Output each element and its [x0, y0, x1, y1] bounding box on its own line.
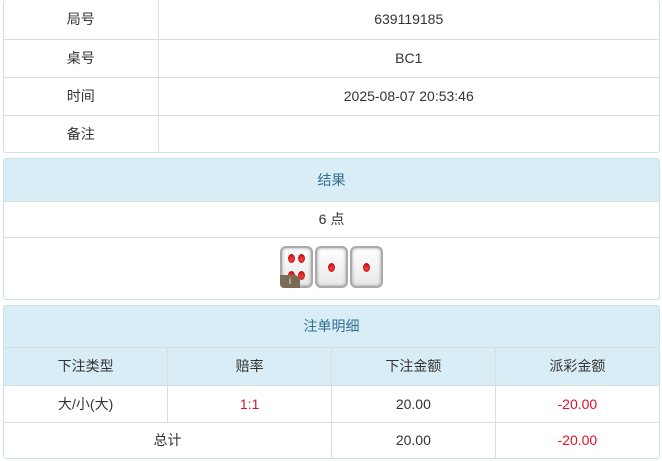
- round-info-panel: 局号 639119185 桌号 BC1 时间 2025-08-07 20:53:46 …: [3, 0, 660, 153]
- odds: 1:1: [167, 384, 332, 423]
- column-header-row: 下注类型 赔率 下注金额 派彩金额: [4, 346, 659, 386]
- info-row-table: 桌号 BC1: [4, 38, 659, 78]
- info-row-time: 时间 2025-08-07 20:53:46: [4, 76, 659, 116]
- total-label: 总计: [4, 421, 332, 458]
- info-row-round: 局号 639119185: [4, 0, 659, 40]
- result-panel: 结果 6 点 i: [3, 158, 660, 300]
- info-label: 时间: [4, 76, 159, 116]
- info-label: 局号: [4, 0, 159, 40]
- col-odds: 赔率: [167, 346, 332, 386]
- result-points: 6 点: [4, 200, 659, 238]
- table-row: 大/小(大) 1:1 20.00 -20.00: [4, 384, 659, 423]
- dice-cell: i: [4, 236, 659, 299]
- col-payout: 派彩金额: [494, 346, 659, 386]
- bet-amount: 20.00: [331, 384, 496, 423]
- dice-group: i: [280, 245, 383, 288]
- total-row: 总计 20.00 -20.00: [4, 421, 659, 458]
- bet-type: 大/小(大): [4, 384, 169, 423]
- die-one: [315, 245, 348, 288]
- info-value: [157, 114, 659, 152]
- info-value: 639119185: [157, 0, 659, 40]
- info-label: 备注: [4, 114, 159, 152]
- col-bet-type: 下注类型: [4, 346, 169, 386]
- total-amount: 20.00: [331, 421, 496, 458]
- info-value: 2025-08-07 20:53:46: [157, 76, 659, 116]
- total-payout: -20.00: [494, 421, 659, 458]
- die-one: [350, 245, 383, 288]
- col-bet-amount: 下注金额: [331, 346, 496, 386]
- info-value: BC1: [157, 38, 659, 78]
- bet-details-panel: 注单明细 下注类型 赔率 下注金额 派彩金额 大/小(大) 1:1 20.00 …: [3, 305, 660, 459]
- info-icon[interactable]: i: [280, 274, 300, 288]
- info-row-remark: 备注: [4, 114, 659, 152]
- payout: -20.00: [494, 384, 659, 423]
- die-four: i: [280, 245, 313, 288]
- result-title: 结果: [4, 159, 659, 202]
- bet-details-title: 注单明细: [4, 306, 659, 348]
- info-label: 桌号: [4, 38, 159, 78]
